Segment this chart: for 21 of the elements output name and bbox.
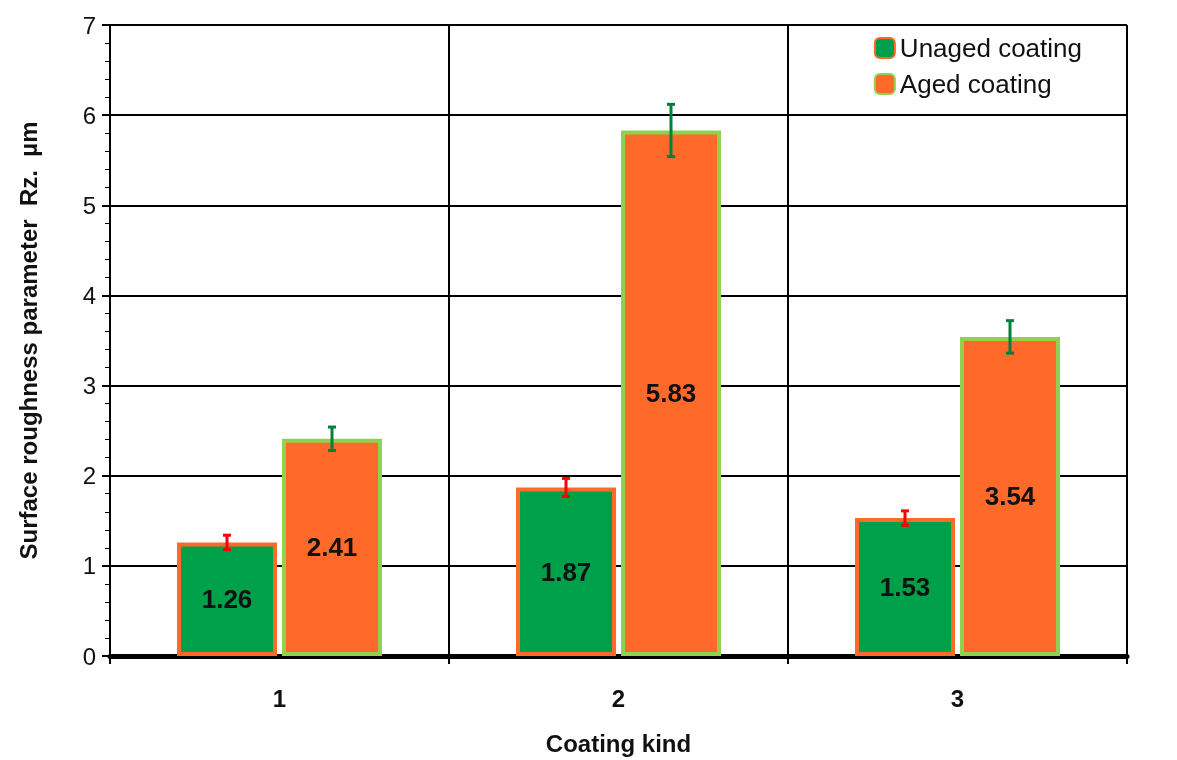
y-tick-label: 0: [82, 642, 96, 670]
legend-label: Unaged coating: [899, 33, 1082, 63]
legend-label: Aged coating: [899, 69, 1052, 99]
data-label: 1.87: [540, 556, 592, 587]
y-tick-label: 3: [82, 372, 96, 400]
x-axis-title: Coating kind: [545, 729, 692, 757]
x-tick-label: 2: [611, 684, 626, 712]
x-tick-label: 1: [272, 684, 287, 712]
data-label: 2.41: [306, 532, 358, 563]
y-tick-label: 5: [82, 191, 96, 219]
y-tick-label: 6: [82, 101, 96, 129]
y-tick-label: 1: [82, 552, 96, 580]
data-label: 3.54: [984, 481, 1036, 512]
data-label: 1.26: [201, 584, 253, 615]
x-tick-label: 3: [950, 684, 965, 712]
y-axis-title: Surface roughness parameter Rz. µm: [14, 121, 42, 560]
y-tick-label: 7: [82, 11, 96, 39]
data-label: 1.53: [879, 572, 931, 603]
y-tick-label: 4: [82, 281, 96, 309]
data-label: 5.83: [645, 378, 697, 409]
y-tick-label: 2: [82, 462, 96, 490]
